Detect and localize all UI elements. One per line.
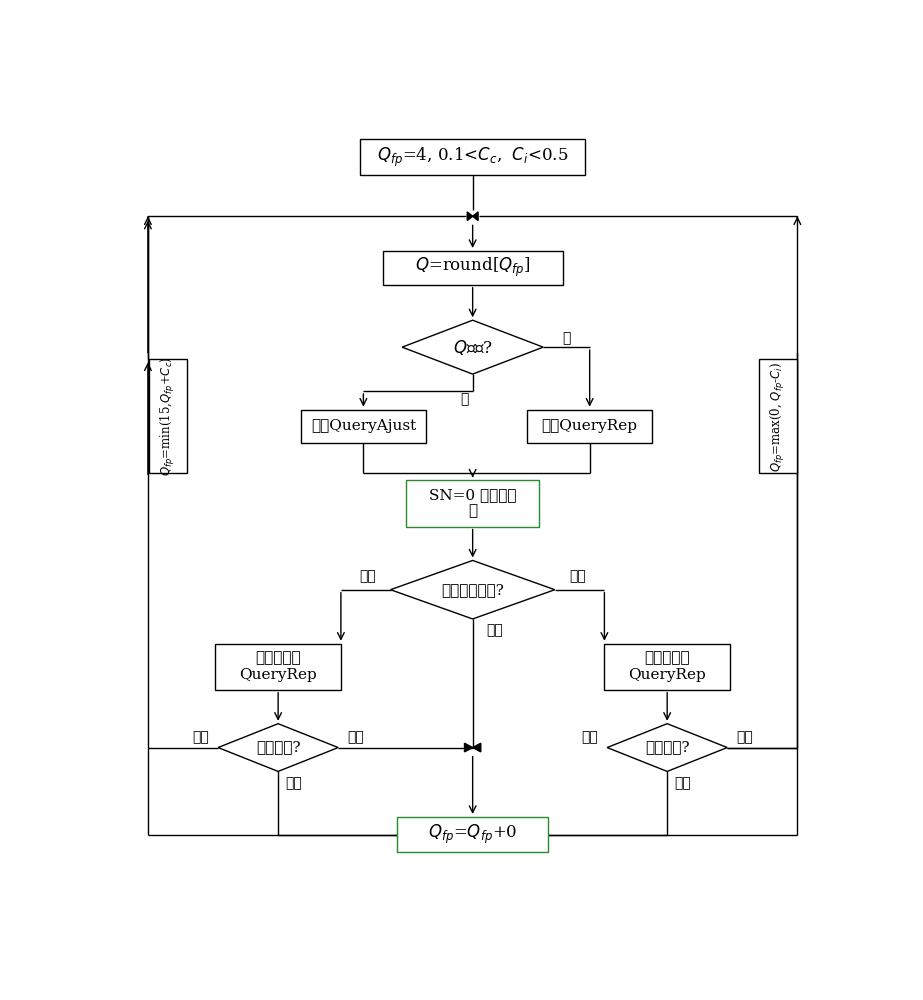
Text: 发送QueryRep: 发送QueryRep xyxy=(542,419,638,433)
FancyBboxPatch shape xyxy=(406,480,539,527)
Text: 否: 否 xyxy=(562,331,570,345)
Text: 空闲: 空闲 xyxy=(347,730,364,744)
Polygon shape xyxy=(467,212,473,221)
Text: 冲突: 冲突 xyxy=(359,569,376,583)
Polygon shape xyxy=(473,743,481,752)
Text: $Q$=round[$Q_{fp}$]: $Q$=round[$Q_{fp}$] xyxy=(414,256,531,279)
FancyBboxPatch shape xyxy=(150,359,186,473)
FancyBboxPatch shape xyxy=(360,139,585,175)
Polygon shape xyxy=(402,320,543,374)
Text: 成功: 成功 xyxy=(285,776,302,790)
Text: $Q_{fp}$=max(0, $Q_{fp}$-$C_i$): $Q_{fp}$=max(0, $Q_{fp}$-$C_i$) xyxy=(769,361,787,472)
FancyBboxPatch shape xyxy=(397,817,548,852)
Polygon shape xyxy=(473,212,478,221)
Text: 响应标签情况?: 响应标签情况? xyxy=(441,583,504,597)
Polygon shape xyxy=(390,560,555,619)
Text: 发送QueryAjust: 发送QueryAjust xyxy=(311,419,416,433)
Text: 空闲: 空闲 xyxy=(736,730,752,744)
Text: 冲突: 冲突 xyxy=(581,730,598,744)
FancyBboxPatch shape xyxy=(383,251,562,285)
Text: 冲突: 冲突 xyxy=(193,730,210,744)
Text: 是: 是 xyxy=(461,392,469,406)
Text: 成功: 成功 xyxy=(675,776,691,790)
FancyBboxPatch shape xyxy=(760,359,797,473)
Text: 成功: 成功 xyxy=(486,623,503,637)
FancyBboxPatch shape xyxy=(605,644,730,690)
Polygon shape xyxy=(464,743,473,752)
Text: 标签响应?: 标签响应? xyxy=(256,741,301,755)
Polygon shape xyxy=(218,724,338,771)
Polygon shape xyxy=(607,724,727,771)
Text: SN=0 的标签响
应: SN=0 的标签响 应 xyxy=(429,488,516,519)
Text: $Q$改变?: $Q$改变? xyxy=(452,338,493,357)
Text: 空闲: 空闲 xyxy=(569,569,586,583)
FancyBboxPatch shape xyxy=(527,410,653,443)
FancyBboxPatch shape xyxy=(215,644,341,690)
Text: $Q_{fp}$=min(15,$Q_{fp}$+$C_c$): $Q_{fp}$=min(15,$Q_{fp}$+$C_c$) xyxy=(159,357,177,476)
FancyBboxPatch shape xyxy=(301,410,426,443)
Text: 标签响应?: 标签响应? xyxy=(645,741,689,755)
Text: 阅读器发送
QueryRep: 阅读器发送 QueryRep xyxy=(629,652,706,682)
Text: $Q_{fp}$=$Q_{fp}$+0: $Q_{fp}$=$Q_{fp}$+0 xyxy=(428,823,518,846)
Text: 阅读器发送
QueryRep: 阅读器发送 QueryRep xyxy=(239,652,317,682)
Text: $Q_{fp}$=4, 0.1<$C_c$,  $C_i$<0.5: $Q_{fp}$=4, 0.1<$C_c$, $C_i$<0.5 xyxy=(377,145,569,169)
